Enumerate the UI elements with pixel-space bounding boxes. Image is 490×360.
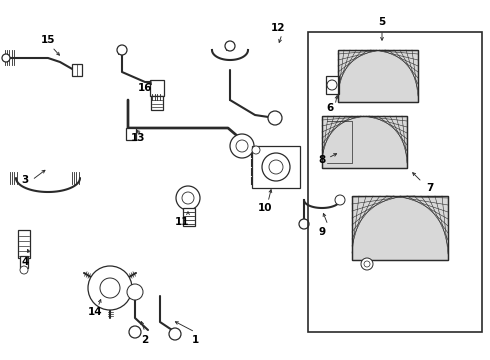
Circle shape: [225, 41, 235, 51]
Bar: [183, 208, 195, 226]
Circle shape: [127, 284, 143, 300]
Text: 15: 15: [41, 35, 55, 45]
Text: 1: 1: [192, 335, 198, 345]
Text: 13: 13: [131, 133, 145, 143]
Bar: [338, 50, 418, 102]
Text: 16: 16: [138, 83, 152, 93]
Bar: [338, 50, 418, 102]
Bar: [352, 196, 448, 260]
Circle shape: [230, 134, 254, 158]
Bar: [352, 196, 448, 260]
Bar: [308, 32, 482, 332]
Text: 6: 6: [326, 103, 334, 113]
Text: 14: 14: [88, 307, 102, 317]
Text: 9: 9: [318, 227, 325, 237]
Circle shape: [299, 219, 309, 229]
Circle shape: [176, 186, 200, 210]
Circle shape: [182, 192, 194, 204]
Circle shape: [361, 258, 373, 270]
Text: 10: 10: [258, 203, 272, 213]
Circle shape: [269, 160, 283, 174]
Text: 3: 3: [22, 175, 28, 185]
Bar: [150, 80, 164, 96]
Bar: [126, 128, 136, 140]
Bar: [18, 230, 30, 258]
Circle shape: [262, 153, 290, 181]
Circle shape: [100, 278, 120, 298]
Circle shape: [335, 195, 345, 205]
Text: 2: 2: [142, 335, 148, 345]
Bar: [322, 116, 407, 168]
Circle shape: [268, 111, 282, 125]
Circle shape: [117, 45, 127, 55]
Circle shape: [2, 54, 10, 62]
Bar: [20, 256, 28, 268]
Text: 12: 12: [271, 23, 285, 33]
Bar: [72, 64, 82, 76]
Circle shape: [129, 326, 141, 338]
Text: 7: 7: [426, 183, 434, 193]
Bar: [322, 116, 407, 168]
Circle shape: [169, 328, 181, 340]
Bar: [326, 76, 339, 94]
Circle shape: [236, 140, 248, 152]
Circle shape: [252, 146, 260, 154]
Circle shape: [88, 266, 132, 310]
Text: 5: 5: [378, 17, 386, 27]
Bar: [151, 96, 163, 110]
Circle shape: [364, 261, 370, 267]
Text: 8: 8: [318, 155, 326, 165]
Text: 4: 4: [21, 257, 29, 267]
Circle shape: [20, 266, 28, 274]
Circle shape: [327, 80, 337, 90]
Text: 11: 11: [175, 217, 189, 227]
Bar: [252, 146, 300, 188]
